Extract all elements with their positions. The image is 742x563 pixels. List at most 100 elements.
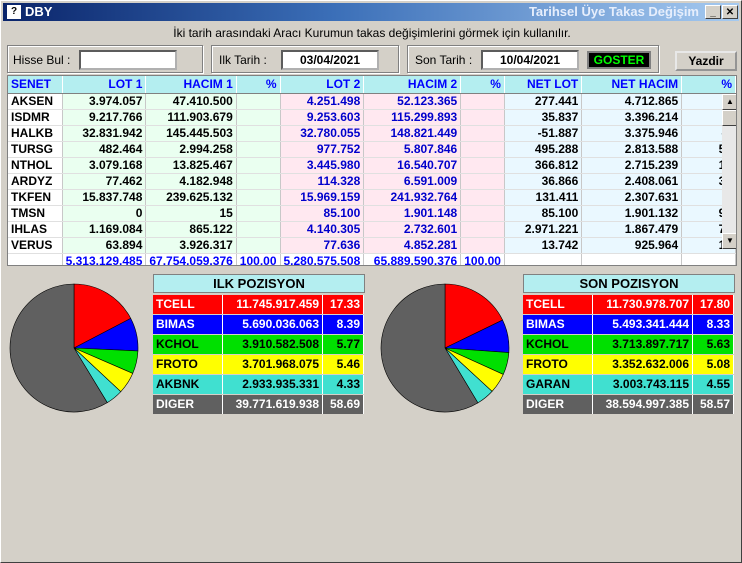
cell: [236, 93, 281, 110]
ilk-tarih-field[interactable]: 03/04/2021: [281, 50, 379, 70]
cell: 2.994.258: [145, 141, 237, 158]
cell: ARDYZ: [8, 173, 63, 190]
hisse-bul-input[interactable]: [79, 50, 177, 70]
position-row: BIMAS 5.690.036.063 8.39: [153, 315, 365, 334]
position-name: TCELL: [153, 295, 223, 314]
cell: 1.867.479: [581, 221, 683, 238]
cell: 32.831.942: [62, 125, 147, 142]
cell: 3.445.980: [280, 157, 365, 174]
cell: IHLAS: [8, 221, 63, 238]
title-bar[interactable]: ? DBY Tarihsel Üye Takas Değişim _ ✕: [3, 3, 739, 21]
position-value: 3.910.582.508: [223, 335, 323, 354]
window-title: Tarihsel Üye Takas Değişim: [528, 4, 699, 19]
pie-slice-diger: [380, 283, 479, 413]
pie-slice-tcell: [444, 283, 503, 349]
position-row: GARAN 3.003.743.115 4.55: [523, 375, 735, 394]
cell: VERUS: [8, 237, 63, 254]
son-tarih-group: [407, 45, 659, 73]
cell: LOT 1: [62, 76, 147, 94]
cell: LOT 2: [280, 76, 365, 94]
table-row[interactable]: ARDYZ 77.462 4.182.948 114.328 6.591.009 36.8…: [8, 173, 736, 190]
table-row[interactable]: HALKB 32.831.942 145.445.503 32.780.055 148.…: [8, 125, 736, 142]
cell: 4.712.865: [581, 93, 683, 110]
son-tarih-label: Son Tarih :: [415, 53, 473, 67]
cell: 5.807.846: [363, 141, 462, 158]
cell: ISDMR: [8, 109, 63, 126]
scroll-down-button[interactable]: ▼: [722, 233, 736, 249]
table-row[interactable]: NTHOL 3.079.168 13.825.467 3.445.980 16.540.…: [8, 157, 736, 174]
cell: 13.742: [504, 237, 583, 254]
cell: 239.625.132: [145, 189, 237, 206]
position-row: DIGER 39.771.619.938 58.69: [153, 395, 365, 414]
totals-row[interactable]: 5.313.129.485 67.754.059.376 100,00 5.280.5…: [8, 252, 736, 265]
cell: 1.169.084: [62, 221, 147, 238]
takas-grid[interactable]: SENET LOT 1 HACIM 1% LOT 2 HACIM 2% NET LOT NE…: [7, 75, 737, 266]
table-row[interactable]: AKSEN 3.974.057 47.410.500 4.251.498 52.123.…: [8, 93, 736, 110]
cell: 3.926.317: [145, 237, 237, 254]
cell: [681, 252, 736, 265]
cell: 67.754.059.376: [145, 252, 237, 265]
cell: [236, 125, 281, 142]
pie-slice-tcell: [73, 283, 132, 349]
table-header-row[interactable]: SENET LOT 1 HACIM 1% LOT 2 HACIM 2% NET LOT NE…: [8, 76, 736, 94]
close-button[interactable]: ✕: [722, 5, 738, 19]
cell: [460, 125, 505, 142]
cell: 77.462: [62, 173, 147, 190]
cell: 4.182.948: [145, 173, 237, 190]
position-row: AKBNK 2.933.935.331 4.33: [153, 375, 365, 394]
grid-vertical-scrollbar[interactable]: ▲ ▼: [722, 94, 736, 249]
table-row[interactable]: IHLAS 1.169.084 865.122 4.140.305 2.732.601 2…: [8, 221, 736, 238]
cell: [236, 157, 281, 174]
cell: 131.411: [504, 189, 583, 206]
cell: 9.253.603: [280, 109, 365, 126]
cell: [236, 141, 281, 158]
cell: 3.079.168: [62, 157, 147, 174]
cell: 3.396.214: [581, 109, 683, 126]
position-pct: 8.33: [693, 315, 734, 334]
position-value: 2.933.935.331: [223, 375, 323, 394]
position-name: DIGER: [153, 395, 223, 414]
cell: [236, 109, 281, 126]
cell: 36.866: [504, 173, 583, 190]
position-pct: 17.33: [323, 295, 364, 314]
scroll-up-icon: ▲: [726, 97, 734, 106]
cell: 2.307.631: [581, 189, 683, 206]
position-pct: 5.77: [323, 335, 364, 354]
cell: [236, 237, 281, 254]
cell: %: [681, 76, 736, 94]
takas-table: SENET LOT 1 HACIM 1% LOT 2 HACIM 2% NET LOT NE…: [8, 76, 736, 265]
cell: 1.901.132: [581, 205, 683, 222]
position-pct: 5.63: [693, 335, 734, 354]
description-text: İki tarih arasındaki Aracı Kurumun takas…: [173, 26, 571, 40]
position-row: TCELL 11.745.917.459 17.33: [153, 295, 365, 314]
cell: 5.313.129.485: [62, 252, 147, 265]
cell: [460, 141, 505, 158]
table-row[interactable]: TKFEN 15.837.748 239.625.132 15.969.159 241.…: [8, 189, 736, 206]
yazdir-button[interactable]: Yazdir: [675, 51, 737, 71]
position-row: BIMAS 5.493.341.444 8.33: [523, 315, 735, 334]
goster-button[interactable]: GOSTER: [587, 51, 651, 69]
position-name: AKBNK: [153, 375, 223, 394]
cell: [581, 252, 683, 265]
table-row[interactable]: VERUS 63.894 3.926.317 77.636 4.852.281 13.74…: [8, 237, 736, 254]
cell: [460, 109, 505, 126]
position-pct: 4.33: [323, 375, 364, 394]
position-value: 39.771.619.938: [223, 395, 323, 414]
table-row[interactable]: ISDMR 9.217.766 111.903.679 9.253.603 115.29…: [8, 109, 736, 126]
cell: 13.825.467: [145, 157, 237, 174]
son-tarih-field[interactable]: 10/04/2021: [481, 50, 579, 70]
cell: 5.280.575.508: [280, 252, 365, 265]
scroll-thumb[interactable]: [722, 110, 736, 126]
cell: 47.410.500: [145, 93, 237, 110]
minimize-button[interactable]: _: [705, 5, 721, 19]
app-icon[interactable]: ?: [7, 5, 21, 19]
cell: 114.328: [280, 173, 365, 190]
position-name: KCHOL: [153, 335, 223, 354]
position-row: DIGER 38.594.997.385 58.57: [523, 395, 735, 414]
cell: 35.837: [504, 109, 583, 126]
cell: 85.100: [504, 205, 583, 222]
son-pozisyon-pie-chart: [380, 283, 510, 413]
scroll-up-button[interactable]: ▲: [722, 94, 736, 110]
table-row[interactable]: TURSG 482.464 2.994.258 977.752 5.807.846 495…: [8, 141, 736, 158]
